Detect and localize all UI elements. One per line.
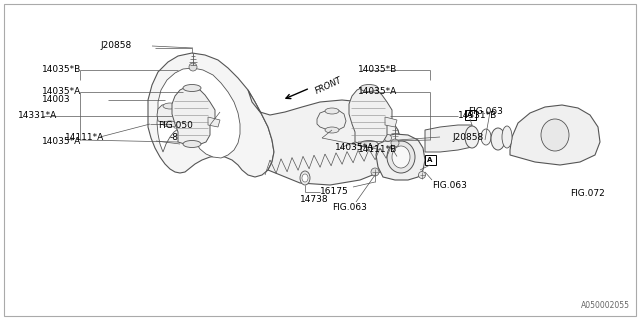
Ellipse shape — [491, 128, 505, 150]
Polygon shape — [317, 110, 346, 130]
Text: 14003: 14003 — [42, 95, 70, 105]
Text: A: A — [428, 157, 433, 163]
FancyBboxPatch shape — [465, 110, 476, 120]
Ellipse shape — [302, 174, 308, 182]
Text: FIG.063: FIG.063 — [432, 180, 467, 189]
Circle shape — [391, 139, 399, 147]
Polygon shape — [349, 87, 392, 145]
FancyBboxPatch shape — [424, 155, 435, 165]
Text: FIG.050: FIG.050 — [158, 121, 193, 130]
Text: 14035*A: 14035*A — [42, 137, 81, 146]
Text: FIG.072: FIG.072 — [570, 189, 605, 198]
Circle shape — [371, 168, 379, 176]
Text: FRONT: FRONT — [314, 76, 344, 96]
Text: A: A — [467, 112, 473, 118]
Ellipse shape — [325, 108, 339, 114]
Polygon shape — [208, 117, 220, 127]
Ellipse shape — [300, 171, 310, 185]
Text: A050002055: A050002055 — [581, 301, 630, 310]
Text: 16175: 16175 — [320, 188, 349, 196]
Text: 14035*B: 14035*B — [42, 66, 81, 75]
Ellipse shape — [392, 146, 410, 168]
Ellipse shape — [465, 126, 479, 148]
Ellipse shape — [163, 121, 177, 127]
Text: 14111*A: 14111*A — [65, 132, 104, 141]
Text: J20858: J20858 — [100, 42, 131, 51]
Text: J20858: J20858 — [452, 132, 483, 141]
Ellipse shape — [183, 140, 201, 148]
Polygon shape — [385, 117, 397, 127]
Polygon shape — [172, 87, 215, 145]
Text: 14738: 14738 — [300, 196, 328, 204]
Ellipse shape — [325, 127, 339, 133]
Ellipse shape — [481, 129, 491, 145]
Polygon shape — [510, 105, 600, 165]
Polygon shape — [157, 104, 184, 124]
Polygon shape — [148, 53, 274, 177]
Text: 14111*B: 14111*B — [358, 146, 397, 155]
Ellipse shape — [541, 119, 569, 151]
Text: 14035*A: 14035*A — [42, 87, 81, 97]
Text: FIG.063: FIG.063 — [332, 204, 367, 212]
Polygon shape — [376, 134, 425, 180]
Text: -8: -8 — [170, 132, 179, 141]
Text: FIG.063: FIG.063 — [468, 108, 503, 116]
Polygon shape — [425, 125, 472, 152]
Ellipse shape — [502, 126, 512, 148]
Polygon shape — [157, 68, 240, 158]
Text: 14035*A: 14035*A — [358, 87, 397, 97]
Circle shape — [189, 63, 197, 71]
Text: 14035*A: 14035*A — [335, 143, 374, 153]
Ellipse shape — [183, 84, 201, 92]
Text: 14331*B: 14331*B — [458, 111, 497, 121]
Text: 14035*B: 14035*B — [358, 66, 397, 75]
Ellipse shape — [360, 140, 378, 148]
Ellipse shape — [163, 103, 177, 109]
Ellipse shape — [387, 141, 415, 173]
Polygon shape — [248, 90, 402, 185]
Ellipse shape — [360, 84, 378, 92]
Circle shape — [419, 172, 426, 179]
Text: 14331*A: 14331*A — [18, 111, 57, 121]
Circle shape — [385, 134, 392, 141]
